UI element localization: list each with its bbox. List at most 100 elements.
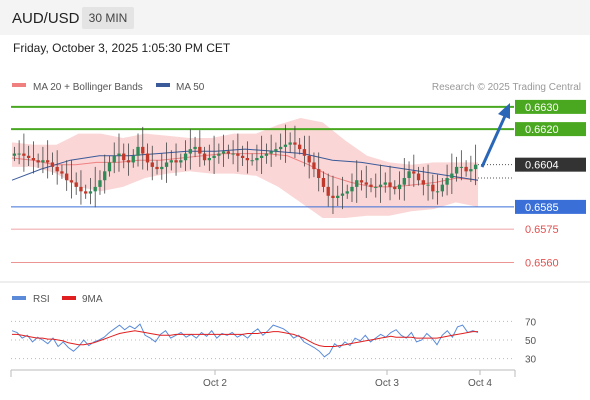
legend-swatch-ma50 xyxy=(156,83,170,87)
candle-body xyxy=(336,195,340,198)
legend-label-ma50: MA 50 xyxy=(176,82,205,93)
candle-body xyxy=(426,184,430,186)
candle-body xyxy=(193,146,197,150)
timeframe-button[interactable]: 30 MIN xyxy=(82,7,134,29)
candle-body xyxy=(69,180,74,183)
candle-body xyxy=(454,166,459,174)
candle-body xyxy=(435,191,440,193)
candle-body xyxy=(240,155,245,158)
candle-body xyxy=(55,166,59,172)
legend-swatch-rsi xyxy=(12,296,26,300)
candle-body xyxy=(79,186,83,192)
candle-body xyxy=(164,162,169,167)
candle-body xyxy=(155,166,159,170)
candle-body xyxy=(393,186,397,190)
candle-body xyxy=(307,155,311,163)
candle-body xyxy=(145,153,150,163)
legend-label-9ma: 9MA xyxy=(82,294,103,305)
resistance-tag xyxy=(515,122,586,137)
candle-body xyxy=(126,160,131,163)
candle-body xyxy=(103,171,107,181)
header-bar: AUD/USD 30 MIN xyxy=(0,0,590,35)
candle-body xyxy=(340,193,345,196)
candle-body xyxy=(469,169,473,172)
candle-body xyxy=(136,146,140,156)
candle-body xyxy=(250,160,254,162)
rsi-line xyxy=(11,323,479,358)
candle-body xyxy=(259,155,264,158)
candle-body xyxy=(374,186,378,188)
candle-body xyxy=(245,158,250,161)
support-label: 0.6575 xyxy=(525,224,559,236)
candle-body xyxy=(421,180,425,185)
credit-text: Research © 2025 Trading Central xyxy=(432,82,581,93)
candle-body xyxy=(179,160,183,163)
candle-body xyxy=(440,184,445,192)
rsi-level-label: 30 xyxy=(525,355,537,366)
candle-body xyxy=(141,146,145,154)
candle-body xyxy=(326,186,330,196)
forecast-arrow-icon xyxy=(480,103,510,168)
symbol-title: AUD/USD xyxy=(12,10,80,27)
ma50-line xyxy=(11,148,479,181)
candle-body xyxy=(397,184,402,190)
candle-body xyxy=(269,151,273,154)
candle-body xyxy=(407,171,411,178)
candle-body xyxy=(302,149,307,156)
candle-body xyxy=(98,180,102,187)
candle-body xyxy=(416,173,421,181)
candle-body xyxy=(188,149,192,154)
candle-body xyxy=(355,180,359,187)
candle-body xyxy=(12,153,17,156)
candle-body xyxy=(345,191,349,194)
rsi-ma-line xyxy=(12,330,478,347)
candle-body xyxy=(45,160,50,163)
resistance-label: 0.6630 xyxy=(525,102,559,114)
candle-body xyxy=(288,142,292,145)
rsi-level-label: 70 xyxy=(525,317,537,328)
candle-body xyxy=(207,158,212,161)
x-axis-tick-label: Oct 4 xyxy=(468,378,492,389)
candle-body xyxy=(212,155,216,158)
pivot-tag xyxy=(515,199,586,214)
candle-body xyxy=(231,153,235,155)
candle-body xyxy=(402,178,406,185)
candle-body xyxy=(74,182,78,187)
candle-body xyxy=(369,184,373,187)
candle-body xyxy=(174,160,178,163)
resistance-label: 0.6620 xyxy=(525,124,559,136)
candle-body xyxy=(22,153,26,156)
candle-body xyxy=(150,162,154,167)
candle-body xyxy=(26,155,31,158)
pivot-label: 0.6585 xyxy=(525,202,559,214)
timestamp: Friday, October 3, 2025 1:05:30 PM CET xyxy=(13,41,231,55)
candle-body xyxy=(459,166,464,168)
candle-body xyxy=(431,184,435,192)
candle-body xyxy=(473,164,478,170)
candle-body xyxy=(36,160,40,163)
candle-body xyxy=(312,162,316,170)
candle-body xyxy=(221,151,226,154)
candle-body xyxy=(278,146,283,150)
candle-body xyxy=(122,153,126,161)
candle-body xyxy=(202,153,207,161)
candle-body xyxy=(388,182,392,187)
candle-body xyxy=(65,173,69,181)
candle-body xyxy=(60,171,64,174)
candle-body xyxy=(88,191,93,194)
candles xyxy=(12,124,478,214)
support-label: 0.6560 xyxy=(525,257,559,269)
legend-swatch-9ma xyxy=(62,296,76,300)
candle-body xyxy=(226,151,231,154)
last-price-tag xyxy=(515,157,586,172)
rsi-level-label: 50 xyxy=(525,336,537,347)
candle-body xyxy=(445,178,449,185)
candle-body xyxy=(41,160,45,163)
candle-body xyxy=(378,184,383,187)
candle-body xyxy=(350,186,354,192)
candle-body xyxy=(364,182,368,185)
candle-body xyxy=(283,144,288,147)
x-axis-tick-label: Oct 3 xyxy=(375,378,399,389)
candle-body xyxy=(160,166,164,170)
